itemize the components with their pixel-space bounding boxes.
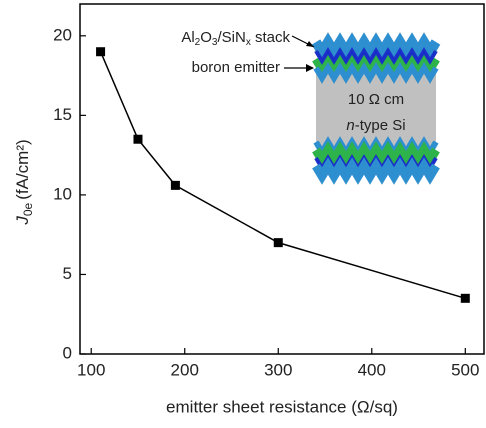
y-tick-label: 5 <box>63 264 72 283</box>
marker <box>133 134 143 144</box>
x-tick-label: 400 <box>358 360 386 379</box>
plot-frame <box>79 3 485 355</box>
substrate <box>316 74 436 146</box>
marker <box>460 293 470 303</box>
layer <box>313 62 439 84</box>
inset-diagram <box>311 32 441 185</box>
x-tick-label: 500 <box>451 360 479 379</box>
layer <box>314 47 438 65</box>
resistivity-label: 10 Ω cm <box>348 91 404 108</box>
x-axis-label: emitter sheet resistance (Ω/sq) <box>166 397 398 416</box>
x-tick-label: 100 <box>77 360 105 379</box>
substrate-label: n-type Si <box>346 117 405 134</box>
x-tick-label: 200 <box>171 360 199 379</box>
y-axis-label: J0e(fA/cm²) <box>13 139 35 225</box>
y-tick-label: 10 <box>53 184 72 203</box>
stack-label: Al2O3/SiNx stack <box>181 29 290 48</box>
y-tick-label: 15 <box>53 105 72 124</box>
arrow-head <box>306 41 314 47</box>
layer <box>312 141 440 169</box>
x-tick-label: 300 <box>264 360 292 379</box>
y-tick-label: 20 <box>53 25 72 44</box>
layer <box>312 50 440 78</box>
emitter-label: boron emitter <box>192 59 280 76</box>
marker <box>273 238 283 248</box>
arrow-head <box>306 64 314 72</box>
marker <box>96 47 106 57</box>
layer <box>312 157 440 185</box>
y-tick-label: 0 <box>63 343 72 362</box>
layer <box>311 32 441 62</box>
marker <box>170 180 180 190</box>
